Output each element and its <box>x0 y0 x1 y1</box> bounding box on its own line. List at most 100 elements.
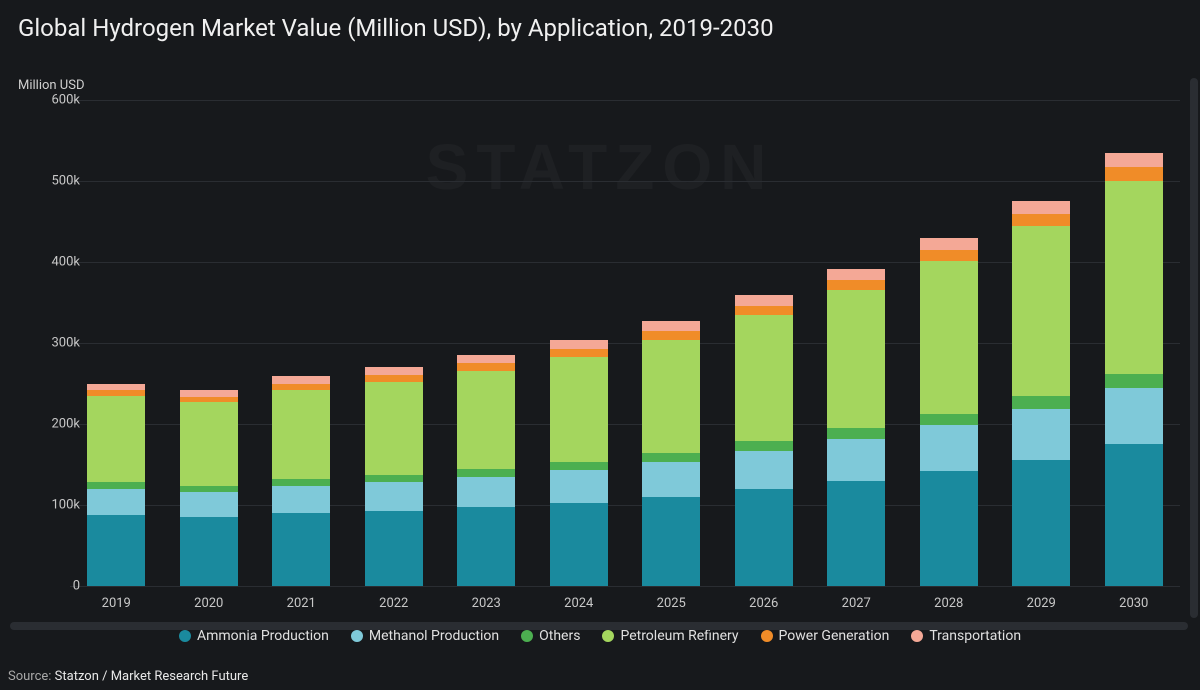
bar-segment-ammonia[interactable] <box>735 489 793 586</box>
bar-segment-petroleum[interactable] <box>272 390 330 479</box>
stacked-bar[interactable] <box>87 384 145 586</box>
y-tick-label: 500k <box>20 174 80 189</box>
bar-segment-others[interactable] <box>1012 396 1070 408</box>
bar-segment-petroleum[interactable] <box>1012 226 1070 396</box>
stacked-bar[interactable] <box>642 321 700 586</box>
legend-label: Power Generation <box>779 628 890 644</box>
bar-segment-petroleum[interactable] <box>827 290 885 428</box>
x-tick-label: 2023 <box>472 596 501 611</box>
stacked-bar[interactable] <box>272 376 330 586</box>
stacked-bar[interactable] <box>550 340 608 586</box>
bar-slot: 2022 <box>348 100 441 586</box>
bar-segment-power[interactable] <box>1012 214 1070 226</box>
bar-segment-others[interactable] <box>735 441 793 451</box>
legend-item-methanol[interactable]: Methanol Production <box>351 628 499 644</box>
bar-slot: 2023 <box>440 100 533 586</box>
legend-item-transport[interactable]: Transportation <box>911 628 1021 644</box>
bar-segment-methanol[interactable] <box>180 492 238 517</box>
bar-segment-power[interactable] <box>735 306 793 316</box>
bar-segment-petroleum[interactable] <box>1105 181 1163 374</box>
stacked-bar[interactable] <box>180 390 238 586</box>
bar-segment-others[interactable] <box>920 414 978 425</box>
stacked-bar[interactable] <box>735 295 793 586</box>
bar-segment-transport[interactable] <box>735 295 793 306</box>
bar-segment-power[interactable] <box>550 349 608 357</box>
bar-segment-transport[interactable] <box>1105 153 1163 168</box>
bar-segment-transport[interactable] <box>1012 201 1070 214</box>
stacked-bar[interactable] <box>920 238 978 586</box>
chart-title: Global Hydrogen Market Value (Million US… <box>18 14 774 42</box>
bar-segment-petroleum[interactable] <box>457 371 515 470</box>
bar-segment-power[interactable] <box>365 375 423 382</box>
bar-segment-methanol[interactable] <box>457 477 515 507</box>
legend-label: Ammonia Production <box>197 628 329 644</box>
bar-segment-others[interactable] <box>272 479 330 486</box>
bar-segment-petroleum[interactable] <box>642 340 700 453</box>
legend-label: Transportation <box>929 628 1021 644</box>
bar-segment-others[interactable] <box>550 462 608 470</box>
bar-slot: 2020 <box>163 100 256 586</box>
bar-segment-ammonia[interactable] <box>365 511 423 586</box>
bar-segment-petroleum[interactable] <box>365 382 423 475</box>
bar-segment-others[interactable] <box>642 453 700 462</box>
bar-segment-ammonia[interactable] <box>1012 460 1070 586</box>
bar-segment-methanol[interactable] <box>87 489 145 515</box>
bar-segment-methanol[interactable] <box>920 425 978 471</box>
bar-segment-transport[interactable] <box>550 340 608 349</box>
bar-segment-power[interactable] <box>1105 167 1163 181</box>
bar-segment-ammonia[interactable] <box>180 517 238 586</box>
bar-segment-methanol[interactable] <box>272 486 330 513</box>
bar-segment-petroleum[interactable] <box>920 261 978 413</box>
stacked-bar[interactable] <box>1012 201 1070 586</box>
legend-label: Methanol Production <box>369 628 499 644</box>
bar-segment-ammonia[interactable] <box>827 481 885 586</box>
bar-segment-transport[interactable] <box>920 238 978 250</box>
y-tick-label: 0 <box>20 579 80 594</box>
bar-segment-others[interactable] <box>1105 374 1163 388</box>
stacked-bar[interactable] <box>827 269 885 586</box>
y-axis-label: Million USD <box>18 78 85 93</box>
bar-slot: 2027 <box>810 100 903 586</box>
bar-segment-power[interactable] <box>642 331 700 340</box>
legend-item-others[interactable]: Others <box>521 628 580 644</box>
bar-segment-transport[interactable] <box>272 376 330 383</box>
horizontal-scrollbar[interactable] <box>10 622 1188 630</box>
bar-segment-petroleum[interactable] <box>735 315 793 441</box>
bar-segment-methanol[interactable] <box>550 470 608 502</box>
bar-segment-ammonia[interactable] <box>272 513 330 586</box>
bar-segment-petroleum[interactable] <box>180 402 238 485</box>
bar-segment-petroleum[interactable] <box>550 357 608 462</box>
bar-segment-ammonia[interactable] <box>920 471 978 586</box>
bar-segment-methanol[interactable] <box>827 439 885 481</box>
bar-segment-methanol[interactable] <box>1012 409 1070 460</box>
vertical-scrollbar[interactable] <box>1190 78 1198 618</box>
legend-item-power[interactable]: Power Generation <box>761 628 890 644</box>
bar-segment-methanol[interactable] <box>365 482 423 510</box>
bar-segment-others[interactable] <box>457 469 515 477</box>
stacked-bar[interactable] <box>457 355 515 586</box>
bar-segment-others[interactable] <box>365 475 423 482</box>
bar-segment-ammonia[interactable] <box>457 507 515 586</box>
bar-segment-methanol[interactable] <box>1105 388 1163 445</box>
bar-segment-transport[interactable] <box>457 355 515 363</box>
bar-segment-petroleum[interactable] <box>87 396 145 483</box>
bar-segment-methanol[interactable] <box>642 462 700 497</box>
legend-item-ammonia[interactable]: Ammonia Production <box>179 628 329 644</box>
x-tick-label: 2029 <box>1027 596 1056 611</box>
bar-segment-ammonia[interactable] <box>1105 444 1163 586</box>
bar-segment-power[interactable] <box>827 280 885 291</box>
bar-segment-others[interactable] <box>827 428 885 439</box>
legend-swatch-icon <box>351 630 363 642</box>
bar-segment-methanol[interactable] <box>735 451 793 489</box>
bar-segment-ammonia[interactable] <box>550 503 608 586</box>
stacked-bar[interactable] <box>1105 153 1163 586</box>
bar-segment-transport[interactable] <box>365 367 423 374</box>
bar-segment-ammonia[interactable] <box>642 497 700 586</box>
bar-segment-transport[interactable] <box>642 321 700 331</box>
bar-segment-power[interactable] <box>457 363 515 370</box>
bar-segment-power[interactable] <box>920 250 978 261</box>
stacked-bar[interactable] <box>365 367 423 586</box>
bar-segment-ammonia[interactable] <box>87 515 145 586</box>
legend-item-petroleum[interactable]: Petroleum Refinery <box>602 628 738 644</box>
bar-segment-transport[interactable] <box>827 269 885 280</box>
